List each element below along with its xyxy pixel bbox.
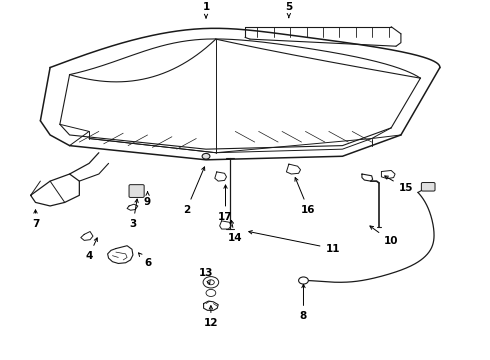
Text: 7: 7 bbox=[32, 210, 39, 229]
Circle shape bbox=[206, 289, 216, 297]
Circle shape bbox=[207, 280, 214, 285]
Text: 1: 1 bbox=[202, 2, 210, 18]
Text: 14: 14 bbox=[228, 220, 243, 243]
Text: 6: 6 bbox=[139, 253, 151, 268]
Text: 15: 15 bbox=[385, 176, 413, 193]
Text: 5: 5 bbox=[285, 2, 293, 18]
Text: 4: 4 bbox=[85, 238, 98, 261]
Text: 3: 3 bbox=[129, 199, 138, 229]
Text: 8: 8 bbox=[300, 284, 307, 321]
FancyBboxPatch shape bbox=[129, 185, 144, 197]
Text: 12: 12 bbox=[204, 306, 218, 328]
FancyBboxPatch shape bbox=[421, 183, 435, 191]
Text: 2: 2 bbox=[183, 167, 205, 215]
Text: 11: 11 bbox=[249, 231, 340, 253]
Circle shape bbox=[202, 153, 210, 159]
Circle shape bbox=[298, 277, 308, 284]
Text: 9: 9 bbox=[144, 192, 151, 207]
Text: 10: 10 bbox=[370, 226, 398, 247]
Text: 16: 16 bbox=[295, 177, 316, 215]
Text: 17: 17 bbox=[218, 185, 233, 222]
Circle shape bbox=[203, 276, 219, 288]
Text: 13: 13 bbox=[199, 269, 213, 284]
